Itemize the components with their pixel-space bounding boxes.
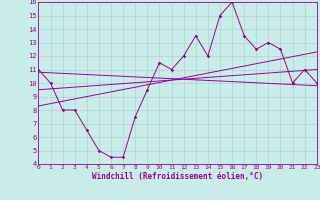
X-axis label: Windchill (Refroidissement éolien,°C): Windchill (Refroidissement éolien,°C): [92, 172, 263, 181]
